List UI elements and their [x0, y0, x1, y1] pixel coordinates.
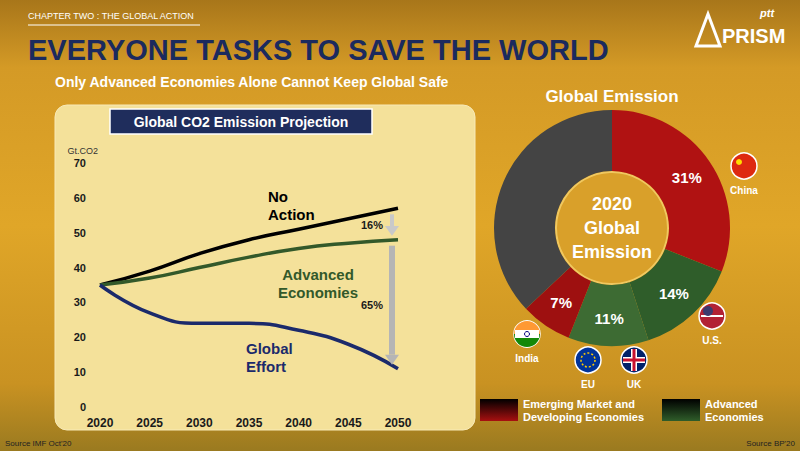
svg-text:Global: Global [246, 340, 293, 357]
svg-text:30: 30 [74, 296, 86, 308]
svg-text:Only Advanced Economies Alone: Only Advanced Economies Alone Cannot Kee… [55, 74, 449, 90]
svg-text:Economies: Economies [705, 411, 764, 423]
svg-text:EVERYONE TASKS TO SAVE THE WOR: EVERYONE TASKS TO SAVE THE WORLD [28, 34, 609, 66]
svg-text:Source IMF Oct'20: Source IMF Oct'20 [5, 439, 72, 448]
svg-text:Effort: Effort [246, 358, 286, 375]
svg-text:Economies: Economies [278, 284, 358, 301]
svg-text:2035: 2035 [236, 416, 263, 430]
svg-text:Advanced: Advanced [282, 266, 354, 283]
svg-text:2020: 2020 [592, 194, 632, 214]
svg-text:Action: Action [268, 206, 315, 223]
svg-text:UK: UK [627, 379, 642, 390]
svg-text:Global Emission: Global Emission [545, 87, 678, 106]
svg-text:Emission: Emission [572, 242, 652, 262]
svg-text:50: 50 [74, 227, 86, 239]
svg-text:Advanced: Advanced [705, 398, 758, 410]
svg-text:2025: 2025 [136, 416, 163, 430]
svg-text:Global CO2 Emission Projection: Global CO2 Emission Projection [134, 114, 349, 130]
svg-text:Gt.CO2: Gt.CO2 [67, 146, 98, 156]
svg-text:CHAPTER TWO : THE GLOBAL ACTIO: CHAPTER TWO : THE GLOBAL ACTION [28, 11, 194, 21]
svg-text:31%: 31% [672, 169, 702, 186]
svg-text:China: China [730, 185, 758, 196]
svg-text:65%: 65% [361, 299, 383, 311]
svg-text:2040: 2040 [285, 416, 312, 430]
svg-text:2030: 2030 [186, 416, 213, 430]
svg-text:Global: Global [584, 218, 640, 238]
svg-text:10: 10 [74, 366, 86, 378]
svg-text:2050: 2050 [385, 416, 412, 430]
svg-text:7%: 7% [550, 294, 572, 311]
svg-text:2045: 2045 [335, 416, 362, 430]
svg-text:ptt: ptt [759, 7, 775, 19]
svg-text:14%: 14% [659, 285, 689, 302]
svg-text:Emerging Market and: Emerging Market and [523, 398, 635, 410]
svg-text:40: 40 [74, 262, 86, 274]
svg-text:11%: 11% [595, 310, 624, 327]
svg-text:India: India [515, 353, 539, 364]
svg-text:EU: EU [581, 379, 595, 390]
svg-text:60: 60 [74, 192, 86, 204]
svg-text:20: 20 [74, 331, 86, 343]
svg-text:No: No [268, 188, 288, 205]
svg-text:16%: 16% [361, 219, 383, 231]
svg-text:PRISM: PRISM [722, 25, 785, 47]
svg-text:70: 70 [74, 157, 86, 169]
svg-text:Developing Economies: Developing Economies [523, 411, 644, 423]
svg-text:U.S.: U.S. [702, 335, 722, 346]
svg-text:Source BP'20: Source BP'20 [746, 439, 795, 448]
svg-text:2020: 2020 [87, 416, 114, 430]
svg-text:0: 0 [80, 401, 86, 413]
